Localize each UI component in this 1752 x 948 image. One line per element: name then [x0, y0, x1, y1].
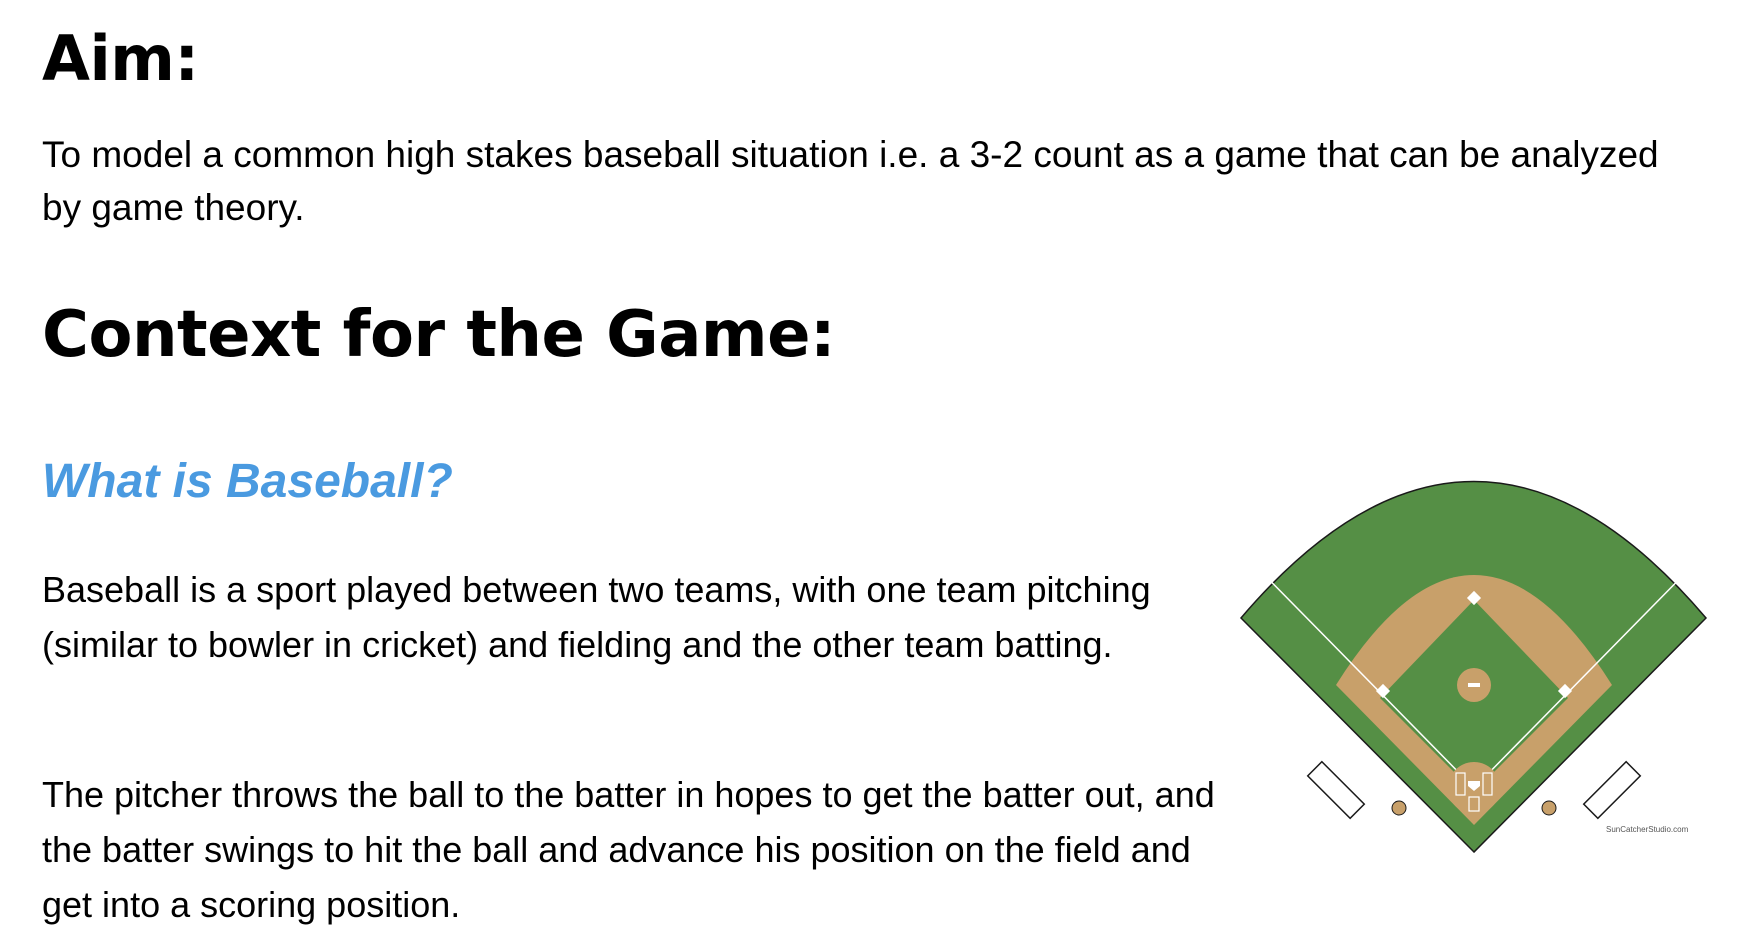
baseball-paragraph-2: The pitcher throws the ball to the batte… — [42, 774, 1215, 925]
baseball-field-diagram: SunCatcherStudio.com — [1239, 480, 1709, 854]
batters-box-right — [1482, 772, 1493, 796]
aim-heading: Aim: — [42, 22, 199, 95]
second-base — [1466, 590, 1482, 606]
coach-box-first — [1595, 727, 1620, 752]
catchers-box — [1468, 796, 1480, 812]
baseball-paragraph-1: Baseball is a sport played between two t… — [42, 569, 1151, 665]
dugout-right — [1582, 760, 1642, 820]
on-deck-circle-right — [1541, 800, 1557, 816]
diagram-watermark: SunCatcherStudio.com — [1606, 825, 1689, 834]
coach-box-third — [1328, 727, 1353, 752]
right-foul-line — [1473, 549, 1709, 789]
aim-paragraph: To model a common high stakes baseball s… — [42, 134, 1659, 228]
what-is-baseball-subheading: What is Baseball? — [42, 455, 453, 508]
pitching-rubber — [1468, 683, 1480, 687]
left-foul-line — [1239, 549, 1475, 789]
home-plate — [1468, 781, 1480, 791]
first-base — [1557, 683, 1573, 699]
batters-box-left — [1455, 772, 1466, 796]
on-deck-circle-left — [1391, 800, 1407, 816]
context-heading: Context for the Game: — [42, 298, 836, 372]
third-base — [1375, 683, 1391, 699]
dugout-left — [1306, 760, 1366, 820]
